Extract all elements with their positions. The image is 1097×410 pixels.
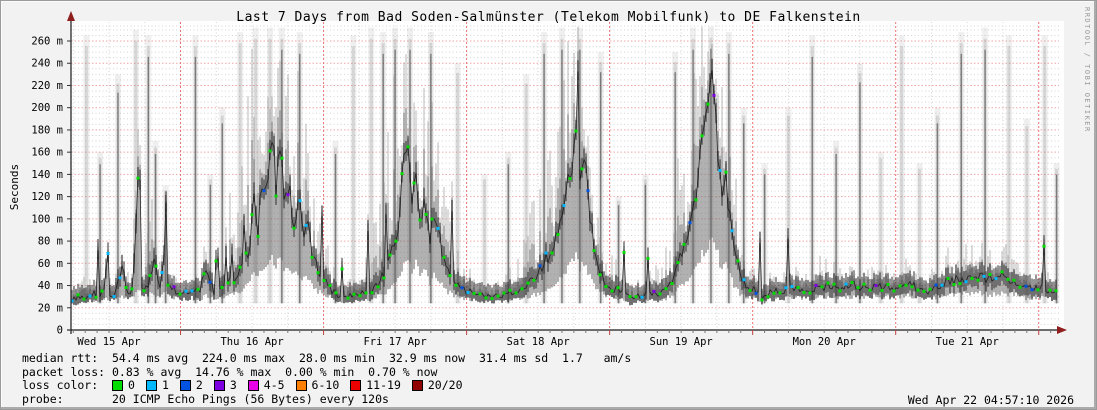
loss-legend-item: 20/20: [411, 378, 463, 392]
x-axis-day-label: Mon 20 Apr: [793, 336, 856, 348]
svg-text:260 m: 260 m: [31, 36, 63, 48]
loss-color-swatch: [179, 379, 191, 391]
loss-legend-item: 3: [213, 378, 237, 392]
x-axis-day-label: Wed 15 Apr: [77, 336, 140, 348]
rrdtool-watermark: RRDTOOL / TOBI OETIKER: [1083, 7, 1091, 133]
median-rtt-stats: median rtt: 54.4 ms avg 224.0 ms max 28.…: [22, 351, 632, 365]
loss-color-value: 1: [161, 378, 169, 392]
loss-color-swatch: [213, 379, 225, 391]
loss-color-swatch: [145, 379, 157, 391]
loss-color-value: 0: [128, 378, 135, 392]
loss-color-value: 11-19: [366, 378, 401, 392]
svg-text:120 m: 120 m: [31, 191, 63, 203]
x-axis-day-label: Sun 19 Apr: [650, 336, 713, 348]
loss-color-swatch: [350, 379, 362, 391]
svg-text:80 m: 80 m: [38, 236, 63, 248]
svg-text:160 m: 160 m: [31, 147, 63, 159]
loss-color-swatch: [295, 379, 307, 391]
svg-text:0: 0: [57, 325, 63, 337]
loss-legend-item: 4-5: [247, 378, 285, 392]
loss-color-value: 2: [195, 378, 203, 392]
x-axis-day-label: Tue 21 Apr: [936, 336, 999, 348]
loss-color-label: loss color:: [22, 378, 113, 392]
svg-text:20 m: 20 m: [38, 302, 63, 314]
loss-legend-item: 11-19: [350, 379, 401, 391]
loss-legend-item: 1: [145, 378, 169, 392]
loss-legend-item: 6-10: [295, 378, 340, 392]
packet-loss-stats: packet loss: 0.83 % avg 14.76 % max 0.00…: [22, 365, 438, 379]
loss-color-swatch: [112, 379, 124, 391]
svg-text:140 m: 140 m: [31, 169, 63, 181]
loss-color-value: 20/20: [427, 378, 463, 392]
svg-text:100 m: 100 m: [31, 213, 63, 225]
y-axis-label: Seconds: [8, 163, 21, 211]
loss-color-swatch: [411, 379, 423, 391]
svg-text:60 m: 60 m: [38, 258, 63, 270]
graph-title: Last 7 Days from Bad Soden-Salmünster (T…: [236, 10, 861, 25]
loss-color-value: 3: [229, 378, 237, 392]
loss-legend-items: 0 1 2 3 4-5 6-10 11-19 20/20: [112, 379, 473, 391]
loss-color-legend: loss color: 0 1 2 3 4-5 6-10 11-19 20/20: [22, 379, 474, 391]
loss-legend-item: 2: [179, 378, 203, 392]
x-axis-day-label: Sat 18 Apr: [507, 336, 570, 348]
loss-color-value: 6-10: [311, 378, 340, 392]
svg-text:240 m: 240 m: [31, 58, 63, 70]
x-axis-day-label: Fri 17 Apr: [363, 336, 426, 348]
svg-text:180 m: 180 m: [31, 124, 63, 136]
svg-text:40 m: 40 m: [38, 280, 63, 292]
loss-color-value: 4-5: [263, 378, 285, 392]
svg-text:200 m: 200 m: [31, 102, 63, 114]
graph-timestamp: Wed Apr 22 04:57:10 2026: [907, 393, 1074, 407]
probe-info: probe: 20 ICMP Echo Pings (56 Bytes) eve…: [22, 392, 389, 406]
loss-legend-item: 0: [112, 379, 135, 391]
x-axis-day-label: Thu 16 Apr: [220, 336, 283, 348]
svg-text:220 m: 220 m: [31, 80, 63, 92]
loss-color-swatch: [247, 379, 259, 391]
